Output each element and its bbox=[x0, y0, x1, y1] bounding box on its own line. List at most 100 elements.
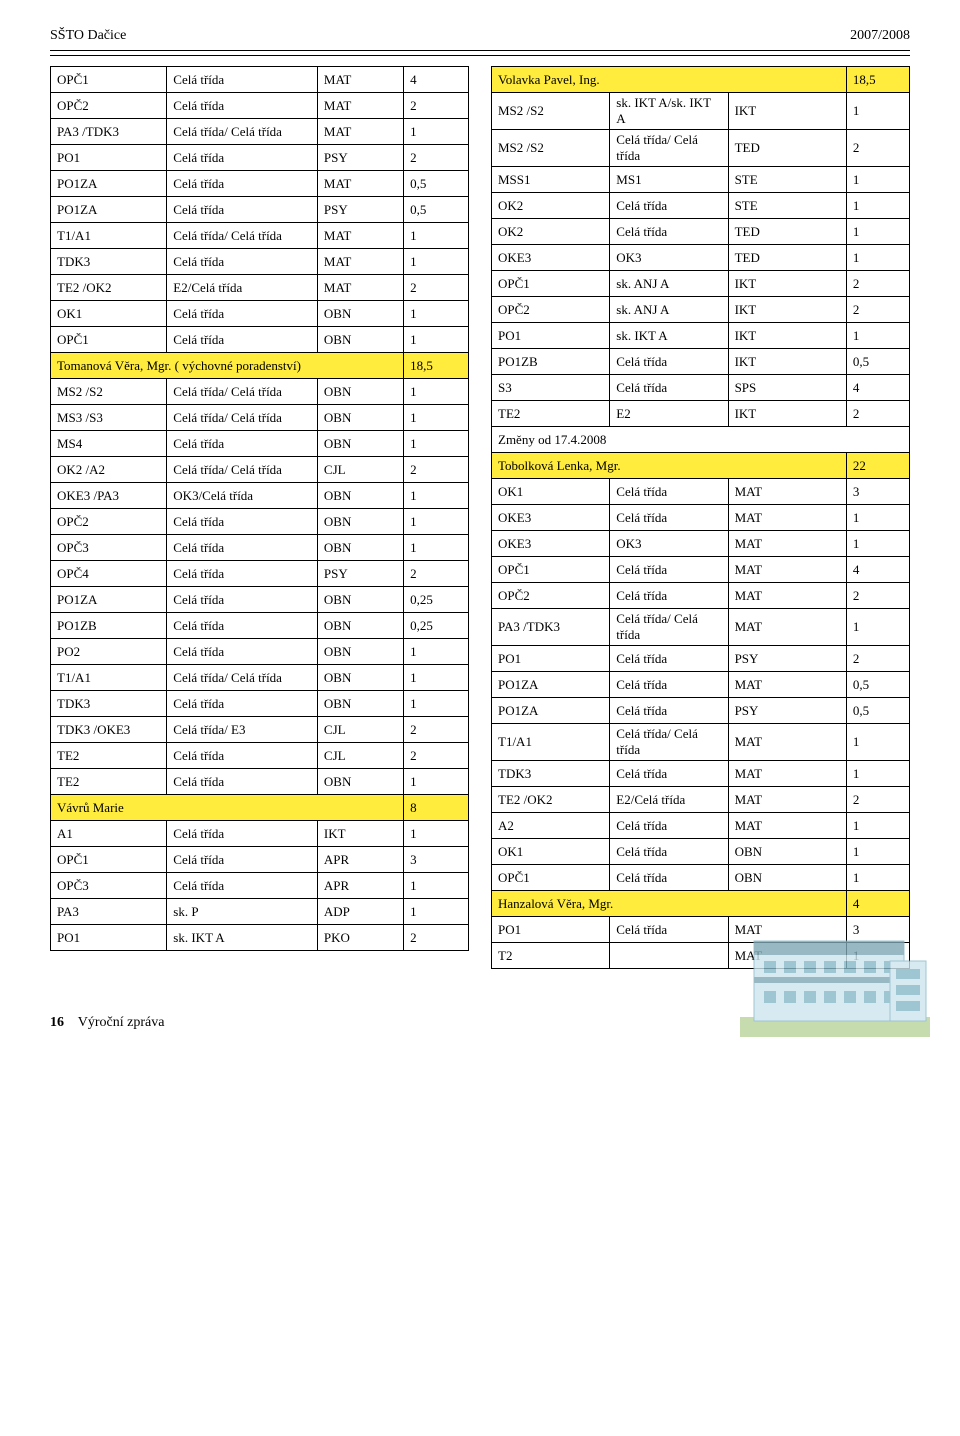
table-cell: PA3 /TDK3 bbox=[492, 609, 610, 646]
table-cell: Celá třída bbox=[167, 249, 318, 275]
table-row: PO1ZACelá třídaMAT0,5 bbox=[492, 672, 910, 698]
table-cell: PO1ZA bbox=[492, 698, 610, 724]
table-cell: APR bbox=[317, 847, 403, 873]
table-cell: 4 bbox=[846, 375, 909, 401]
table-cell: Celá třída bbox=[167, 821, 318, 847]
table-cell: 0,25 bbox=[404, 587, 469, 613]
table-cell: OBN bbox=[728, 865, 846, 891]
table-cell: E2/Celá třída bbox=[167, 275, 318, 301]
section-value: 18,5 bbox=[846, 67, 909, 93]
header-rule bbox=[50, 50, 910, 56]
table-cell: 2 bbox=[404, 743, 469, 769]
table-cell: Celá třída bbox=[167, 587, 318, 613]
table-cell: Celá třída bbox=[167, 613, 318, 639]
table-cell: OK2 /A2 bbox=[51, 457, 167, 483]
table-row: TE2Celá třídaOBN1 bbox=[51, 769, 469, 795]
table-cell: 4 bbox=[404, 67, 469, 93]
right-table: Volavka Pavel, Ing.18,5MS2 /S2sk. IKT A/… bbox=[491, 66, 910, 969]
table-cell: OBN bbox=[317, 769, 403, 795]
table-cell: IKT bbox=[317, 821, 403, 847]
table-cell: OBN bbox=[317, 691, 403, 717]
table-cell: Celá třída bbox=[610, 672, 728, 698]
table-cell: 2 bbox=[404, 457, 469, 483]
table-row: Vávrů Marie8 bbox=[51, 795, 469, 821]
table-row: OPČ1Celá třídaMAT4 bbox=[51, 67, 469, 93]
section-value: 22 bbox=[846, 453, 909, 479]
table-cell: TDK3 bbox=[51, 691, 167, 717]
table-cell: IKT bbox=[728, 297, 846, 323]
table-cell: Celá třída bbox=[167, 197, 318, 223]
table-cell: sk. IKT A bbox=[167, 925, 318, 951]
table-cell: MAT bbox=[728, 672, 846, 698]
page-header: SŠTO Dačice 2007/2008 bbox=[50, 28, 910, 44]
table-row: OKE3OK3MAT1 bbox=[492, 531, 910, 557]
table-cell: 1 bbox=[846, 167, 909, 193]
table-cell: Celá třída bbox=[610, 865, 728, 891]
table-cell: 1 bbox=[404, 535, 469, 561]
table-cell: 1 bbox=[846, 323, 909, 349]
table-row: T1/A1Celá třída/ Celá třídaMAT1 bbox=[51, 223, 469, 249]
table-cell: T1/A1 bbox=[51, 223, 167, 249]
table-cell: OKE3 /PA3 bbox=[51, 483, 167, 509]
table-row: Tobolková Lenka, Mgr.22 bbox=[492, 453, 910, 479]
table-cell: Celá třída bbox=[167, 509, 318, 535]
table-cell: Celá třída bbox=[610, 505, 728, 531]
table-cell: MAT bbox=[317, 93, 403, 119]
table-cell: OPČ2 bbox=[492, 297, 610, 323]
table-cell: PA3 bbox=[51, 899, 167, 925]
table-cell: MAT bbox=[728, 531, 846, 557]
table-cell: 2 bbox=[846, 271, 909, 297]
table-cell: Celá třída bbox=[167, 67, 318, 93]
table-row: MSS1MS1STE1 bbox=[492, 167, 910, 193]
table-cell: 1 bbox=[846, 193, 909, 219]
table-cell: 0,5 bbox=[404, 171, 469, 197]
table-cell: OPČ1 bbox=[492, 557, 610, 583]
table-cell: PO1 bbox=[492, 917, 610, 943]
plain-row: Změny od 17.4.2008 bbox=[492, 427, 910, 453]
table-row: MS2 /S2sk. IKT A/sk. IKT AIKT1 bbox=[492, 93, 910, 130]
table-row: OPČ3Celá třídaAPR1 bbox=[51, 873, 469, 899]
table-cell: 2 bbox=[846, 787, 909, 813]
table-cell: T1/A1 bbox=[492, 724, 610, 761]
table-cell: MAT bbox=[317, 119, 403, 145]
table-cell: 1 bbox=[404, 327, 469, 353]
section-value: 8 bbox=[404, 795, 469, 821]
table-cell: Celá třída bbox=[610, 375, 728, 401]
table-cell: OBN bbox=[317, 509, 403, 535]
table-cell: 3 bbox=[846, 479, 909, 505]
table-cell: MAT bbox=[728, 557, 846, 583]
table-cell: CJL bbox=[317, 743, 403, 769]
table-cell: MS3 /S3 bbox=[51, 405, 167, 431]
table-cell: 2 bbox=[404, 275, 469, 301]
table-cell: Celá třída bbox=[167, 639, 318, 665]
table-cell: Celá třída bbox=[610, 479, 728, 505]
table-cell: PO1 bbox=[51, 145, 167, 171]
table-row: OPČ2sk. ANJ AIKT2 bbox=[492, 297, 910, 323]
table-cell: OBN bbox=[317, 665, 403, 691]
table-cell: APR bbox=[317, 873, 403, 899]
table-cell: OK1 bbox=[492, 479, 610, 505]
table-cell: 1 bbox=[404, 405, 469, 431]
table-cell: OBN bbox=[317, 379, 403, 405]
table-cell: OBN bbox=[317, 327, 403, 353]
table-cell: OK2 bbox=[492, 219, 610, 245]
table-cell: Celá třída/ Celá třída bbox=[610, 130, 728, 167]
table-cell: 1 bbox=[846, 761, 909, 787]
table-row: TDK3 /OKE3Celá třída/ E3CJL2 bbox=[51, 717, 469, 743]
table-cell: 1 bbox=[404, 769, 469, 795]
table-row: A2Celá třídaMAT1 bbox=[492, 813, 910, 839]
table-row: TDK3Celá třídaOBN1 bbox=[51, 691, 469, 717]
table-row: S3Celá třídaSPS4 bbox=[492, 375, 910, 401]
table-cell: PO1ZA bbox=[51, 171, 167, 197]
table-cell: T2 bbox=[492, 943, 610, 969]
table-row: T1/A1Celá třída/ Celá třídaOBN1 bbox=[51, 665, 469, 691]
table-cell: Celá třída bbox=[610, 583, 728, 609]
table-cell: 2 bbox=[846, 583, 909, 609]
table-cell: 0,5 bbox=[846, 349, 909, 375]
table-cell: OK1 bbox=[492, 839, 610, 865]
table-cell: OK3/Celá třída bbox=[167, 483, 318, 509]
table-cell: OPČ3 bbox=[51, 535, 167, 561]
table-cell: 1 bbox=[846, 839, 909, 865]
table-row: PO1Celá třídaPSY2 bbox=[492, 646, 910, 672]
section-title: Vávrů Marie bbox=[51, 795, 404, 821]
